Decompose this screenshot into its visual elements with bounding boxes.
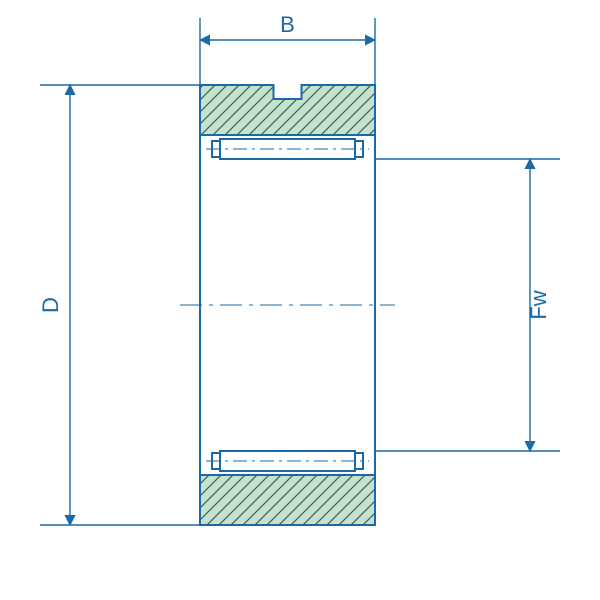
dim-Fw-label: Fw — [526, 290, 551, 319]
dim-B-label: B — [280, 12, 295, 37]
dimension-lines: B D Fw — [38, 12, 560, 525]
bearing-cross-section-diagram: B D Fw — [0, 0, 600, 600]
ring-section-bottom — [200, 475, 375, 525]
ring-section-top — [200, 85, 375, 135]
bearing-body — [180, 85, 395, 525]
dim-D-label: D — [38, 297, 63, 313]
